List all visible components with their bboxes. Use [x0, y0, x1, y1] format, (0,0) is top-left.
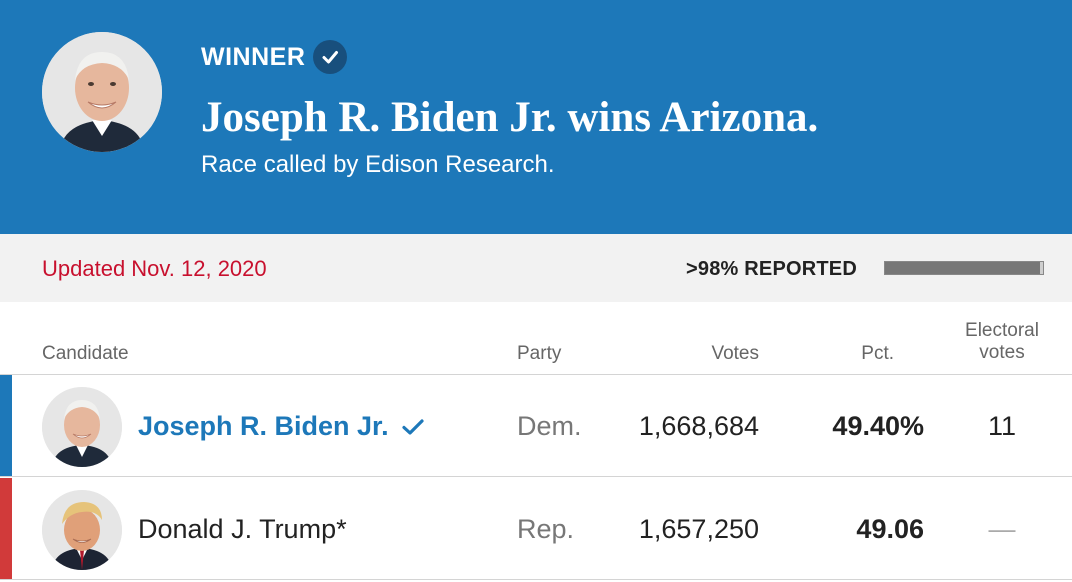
updated-date: Updated Nov. 12, 2020	[42, 256, 267, 281]
pct-cell: 49.06	[856, 514, 924, 544]
header-party: Party	[517, 343, 562, 364]
winner-check-icon	[401, 412, 425, 444]
table-row: Donald J. Trump* Rep. 1,657,250 49.06 —	[0, 478, 1072, 580]
reported-label: >98% REPORTED	[686, 258, 857, 280]
votes-cell: 1,657,250	[638, 514, 759, 544]
reporting-progress-bar	[884, 261, 1044, 275]
candidate-name-trump[interactable]: Donald J. Trump*	[138, 514, 347, 544]
votes-cell: 1,668,684	[638, 411, 759, 441]
reporting-progress-fill	[885, 262, 1040, 274]
biden-portrait-icon	[42, 32, 162, 152]
header-candidate: Candidate	[42, 343, 129, 364]
winner-label: WINNER	[201, 42, 306, 71]
winner-banner: WINNER Joseph R. Biden Jr. wins Arizona.…	[0, 0, 1072, 234]
biden-avatar-icon	[42, 387, 122, 467]
trump-avatar-icon	[42, 490, 122, 570]
rep-party-stripe	[0, 478, 12, 579]
header-electoral-votes: Electoral votes	[942, 320, 1062, 364]
table-row: Joseph R. Biden Jr. Dem. 1,668,684 49.40…	[0, 375, 1072, 477]
winner-row: WINNER	[201, 40, 348, 74]
electoral-votes-cell: 11	[987, 411, 1017, 441]
headline: Joseph R. Biden Jr. wins Arizona.	[201, 94, 819, 141]
header-pct: Pct.	[861, 343, 894, 364]
candidate-name-biden[interactable]: Joseph R. Biden Jr.	[138, 410, 425, 444]
electoral-votes-cell: —	[988, 514, 1016, 544]
pct-cell: 49.40%	[832, 411, 924, 441]
header-electoral-line1: Electoral	[965, 320, 1039, 341]
race-called-by: Race called by Edison Research.	[201, 151, 555, 178]
party-cell: Rep.	[517, 514, 575, 544]
party-cell: Dem.	[517, 411, 582, 441]
header-electoral-line2: votes	[979, 342, 1025, 363]
dem-party-stripe	[0, 375, 12, 476]
candidate-name-text: Joseph R. Biden Jr.	[138, 411, 389, 441]
results-table-header: Candidate Party Votes Pct. Electoral vot…	[0, 302, 1072, 375]
header-votes: Votes	[711, 343, 759, 364]
winner-check-icon	[313, 40, 348, 74]
status-bar: Updated Nov. 12, 2020 >98% REPORTED	[0, 234, 1072, 302]
